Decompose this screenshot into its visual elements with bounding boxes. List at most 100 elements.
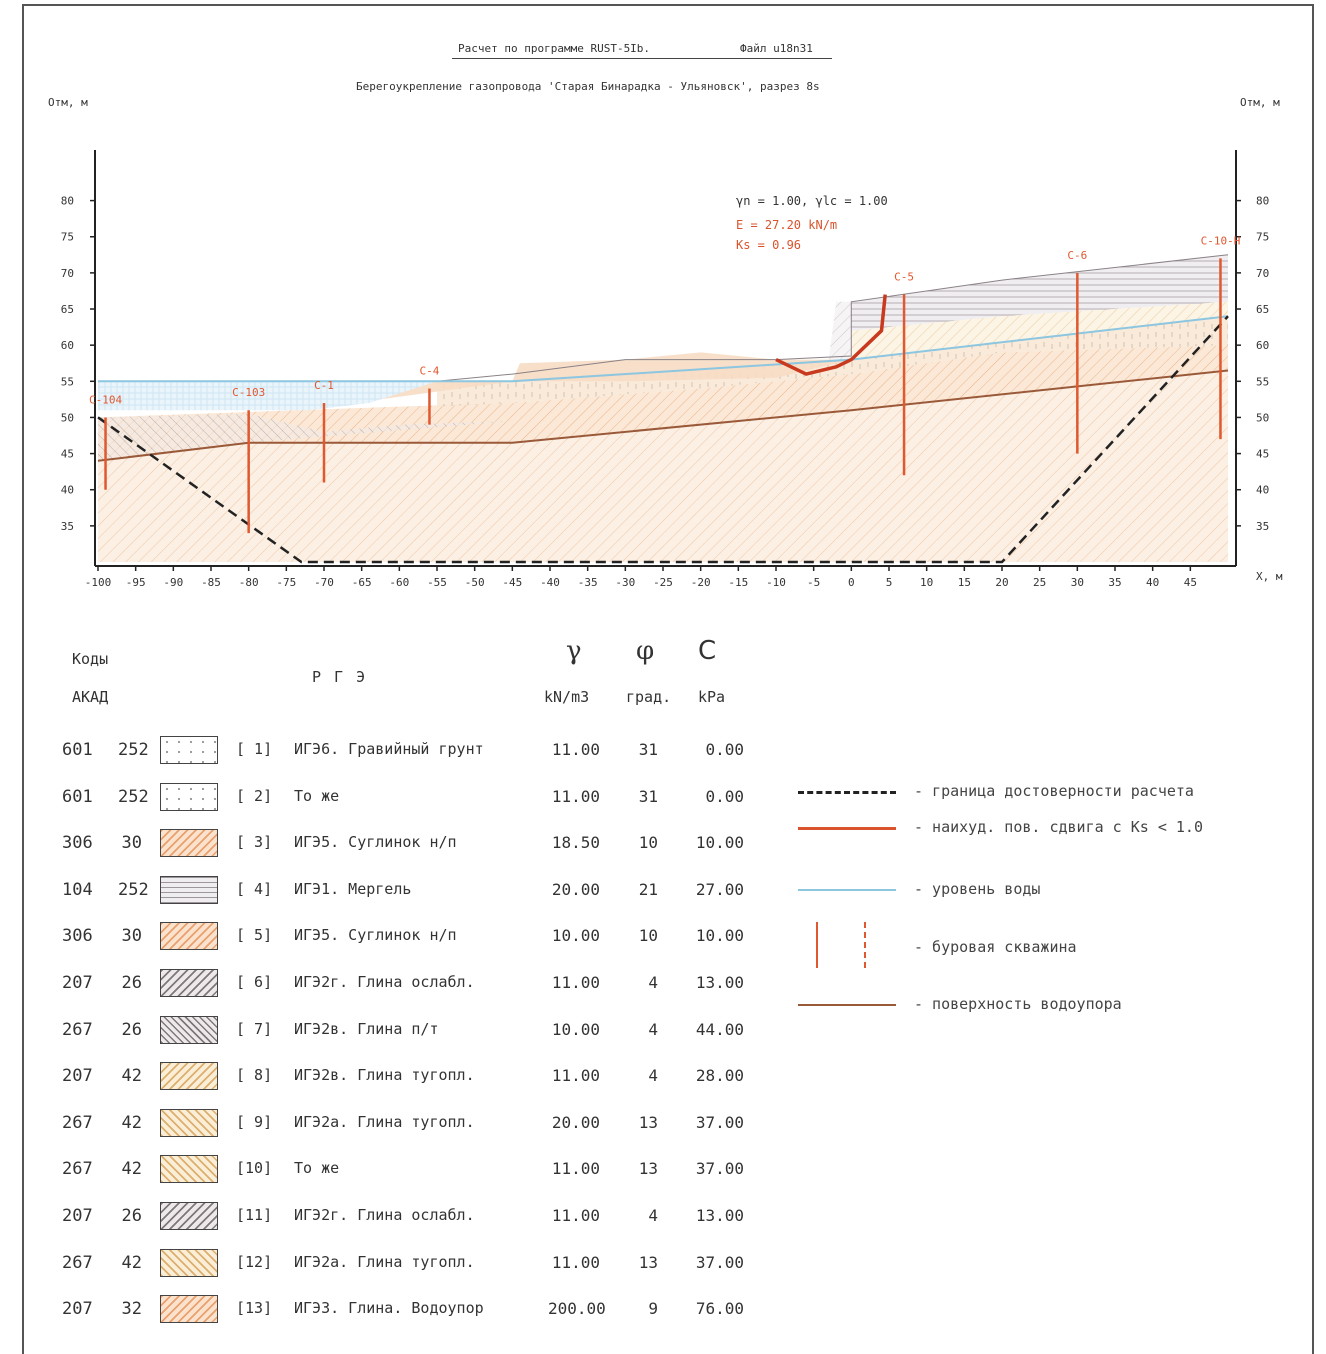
legend-aquitard: - поверхность водоупора <box>790 995 1310 1025</box>
legend-name: ИГЭ5. Суглинок н/п <box>294 926 457 945</box>
legend-row: 207 26 [11] ИГЭ2г. Глина ослабл. 11.00 4 13.00 <box>0 1202 760 1232</box>
legend-cohesion: 0.00 <box>705 786 744 806</box>
legend-code-1: 207 <box>62 973 93 993</box>
water-line-sample <box>798 889 896 891</box>
y-tick-label-left: 65 <box>61 303 74 316</box>
x-axis-label: X, м <box>1256 570 1283 583</box>
legend-cohesion: 28.00 <box>695 1066 744 1086</box>
layer-aquitard-clay <box>98 370 1228 562</box>
y-tick-label-right: 80 <box>1256 195 1269 208</box>
legend-code-1: 267 <box>62 1019 93 1040</box>
x-tick-label: 25 <box>1033 576 1046 589</box>
y-tick-label-right: 50 <box>1256 411 1269 424</box>
legend-phi: 10 <box>638 833 658 853</box>
legend-cohesion: 0.00 <box>705 740 744 759</box>
legend-code-1: 267 <box>62 1252 93 1273</box>
legend-row: 267 42 [12] ИГЭ2а. Глина тугопл. 11.00 13 37.0… <box>0 1248 760 1279</box>
legend-code-2: 42 <box>121 1252 142 1273</box>
legend-gamma: 200.00 <box>548 1299 606 1319</box>
legend-name: ИГЭ2г. Глина ослабл. <box>294 973 475 991</box>
legend-index: [ 2] <box>236 786 273 805</box>
legend-phi: 9 <box>648 1299 658 1319</box>
legend-index: [11] <box>236 1206 273 1224</box>
x-tick-label: -5 <box>807 576 820 589</box>
legend-name: ИГЭ2а. Глина тугопл. <box>294 1252 475 1271</box>
legend-phi: 10 <box>638 926 658 946</box>
y-tick-label-right: 75 <box>1256 231 1269 244</box>
legend-cohesion: 37.00 <box>695 1252 744 1272</box>
legend-row: 267 42 [ 9] ИГЭ2а. Глина тугопл. 20.00 13 37.0… <box>0 1108 760 1139</box>
x-tick-label: -70 <box>314 576 334 589</box>
x-tick-label: -75 <box>276 576 296 589</box>
legend-phi: 13 <box>638 1252 658 1272</box>
legend-swatch <box>160 1295 218 1324</box>
x-tick-label: -95 <box>126 576 146 589</box>
ks-annotation: Ks = 0.96 <box>736 238 802 252</box>
legend-row: 601 252 [ 1] ИГЭ6. Гравийный грунт 11.00 31 0.… <box>0 736 760 766</box>
legend-gamma: 11.00 <box>551 1066 600 1086</box>
layer-clay-tugopl <box>851 301 1228 360</box>
section-subtitle: Берегоукрепление газопровода 'Старая Бин… <box>356 80 820 93</box>
col-codes-line1: Коды <box>72 650 109 668</box>
legend-cohesion: 44.00 <box>695 1019 744 1039</box>
legend-phi: 4 <box>648 1019 658 1039</box>
x-tick-label: -50 <box>465 576 485 589</box>
x-tick-label: -100 <box>85 576 112 589</box>
legend-swatch <box>160 829 218 858</box>
x-tick-label: -60 <box>389 576 409 589</box>
legend-index: [13] <box>236 1299 273 1318</box>
legend-name: ИГЭ3. Глина. Водоупор <box>294 1299 484 1318</box>
legend-gamma: 11.00 <box>551 1159 600 1179</box>
legend-swatch <box>160 922 218 951</box>
drawing-frame <box>22 4 1314 1354</box>
y-tick-label-left: 55 <box>61 375 74 388</box>
layer-marl <box>851 254 1228 331</box>
legend-boundary: - граница достоверности расчета <box>790 782 1310 812</box>
legend-swatch <box>160 875 218 904</box>
legend-code-1: 267 <box>62 1159 93 1180</box>
slip-line-sample <box>798 827 896 830</box>
x-tick-label: -35 <box>578 576 598 589</box>
water-level-line <box>98 315 1229 383</box>
gamma-unit: kN/m3 <box>544 688 590 706</box>
x-tick-label: -65 <box>352 576 372 589</box>
legend-swatch <box>160 782 218 811</box>
legend-row: 207 32 [13] ИГЭ3. Глина. Водоупор 200.00 9 76.… <box>0 1295 760 1325</box>
legend-index: [ 1] <box>236 740 273 758</box>
y-axis-label-left: Отм, м <box>48 96 88 109</box>
x-tick-label: -20 <box>691 576 711 589</box>
legend-name: ИГЭ6. Гравийный грунт <box>294 740 484 758</box>
legend-phi: 4 <box>648 1066 658 1086</box>
legend-code-1: 207 <box>62 1299 93 1320</box>
legend-aquitard-text: - поверхность водоупора <box>914 995 1122 1013</box>
legend-row: 207 42 [ 8] ИГЭ2в. Глина тугопл. 11.00 4 28.00 <box>0 1062 760 1092</box>
legend-code-1: 601 <box>62 786 93 807</box>
legend-phi: 4 <box>648 1206 658 1225</box>
legend-phi: 21 <box>638 879 658 899</box>
x-tick-label: 35 <box>1108 576 1121 589</box>
legend-gamma: 11.00 <box>551 1206 600 1225</box>
layer-clay-pt <box>98 413 513 461</box>
x-tick-label: -30 <box>615 576 635 589</box>
x-tick-label: 5 <box>886 576 893 589</box>
legend-name: ИГЭ2в. Глина п/т <box>294 1019 439 1038</box>
x-tick-label: -85 <box>201 576 221 589</box>
borehole-label: С-1 <box>314 379 334 392</box>
legend-swatch <box>160 1202 218 1230</box>
legend-code-1: 207 <box>62 1066 93 1087</box>
borehole-label: С-5 <box>894 271 914 284</box>
x-tick-label: -25 <box>653 576 673 589</box>
y-axis-label-right: Отм, м <box>1240 96 1280 109</box>
legend-index: [ 7] <box>236 1019 273 1038</box>
legend-slip-text: - наихуд. пов. сдвига с Ks < 1.0 <box>914 818 1203 836</box>
y-tick-label-left: 40 <box>61 484 74 497</box>
legend-borehole-text: - буровая скважина <box>914 938 1077 956</box>
legend-code-1: 207 <box>62 1206 93 1226</box>
legend-phi: 13 <box>638 1112 658 1132</box>
legend-cohesion: 37.00 <box>695 1159 744 1179</box>
legend-water: - уровень воды <box>790 880 1310 910</box>
borehole-label: С-103 <box>232 386 265 399</box>
legend-gamma: 10.00 <box>551 926 600 946</box>
y-tick-label-right: 45 <box>1256 448 1269 461</box>
y-tick-label-right: 60 <box>1256 339 1269 352</box>
